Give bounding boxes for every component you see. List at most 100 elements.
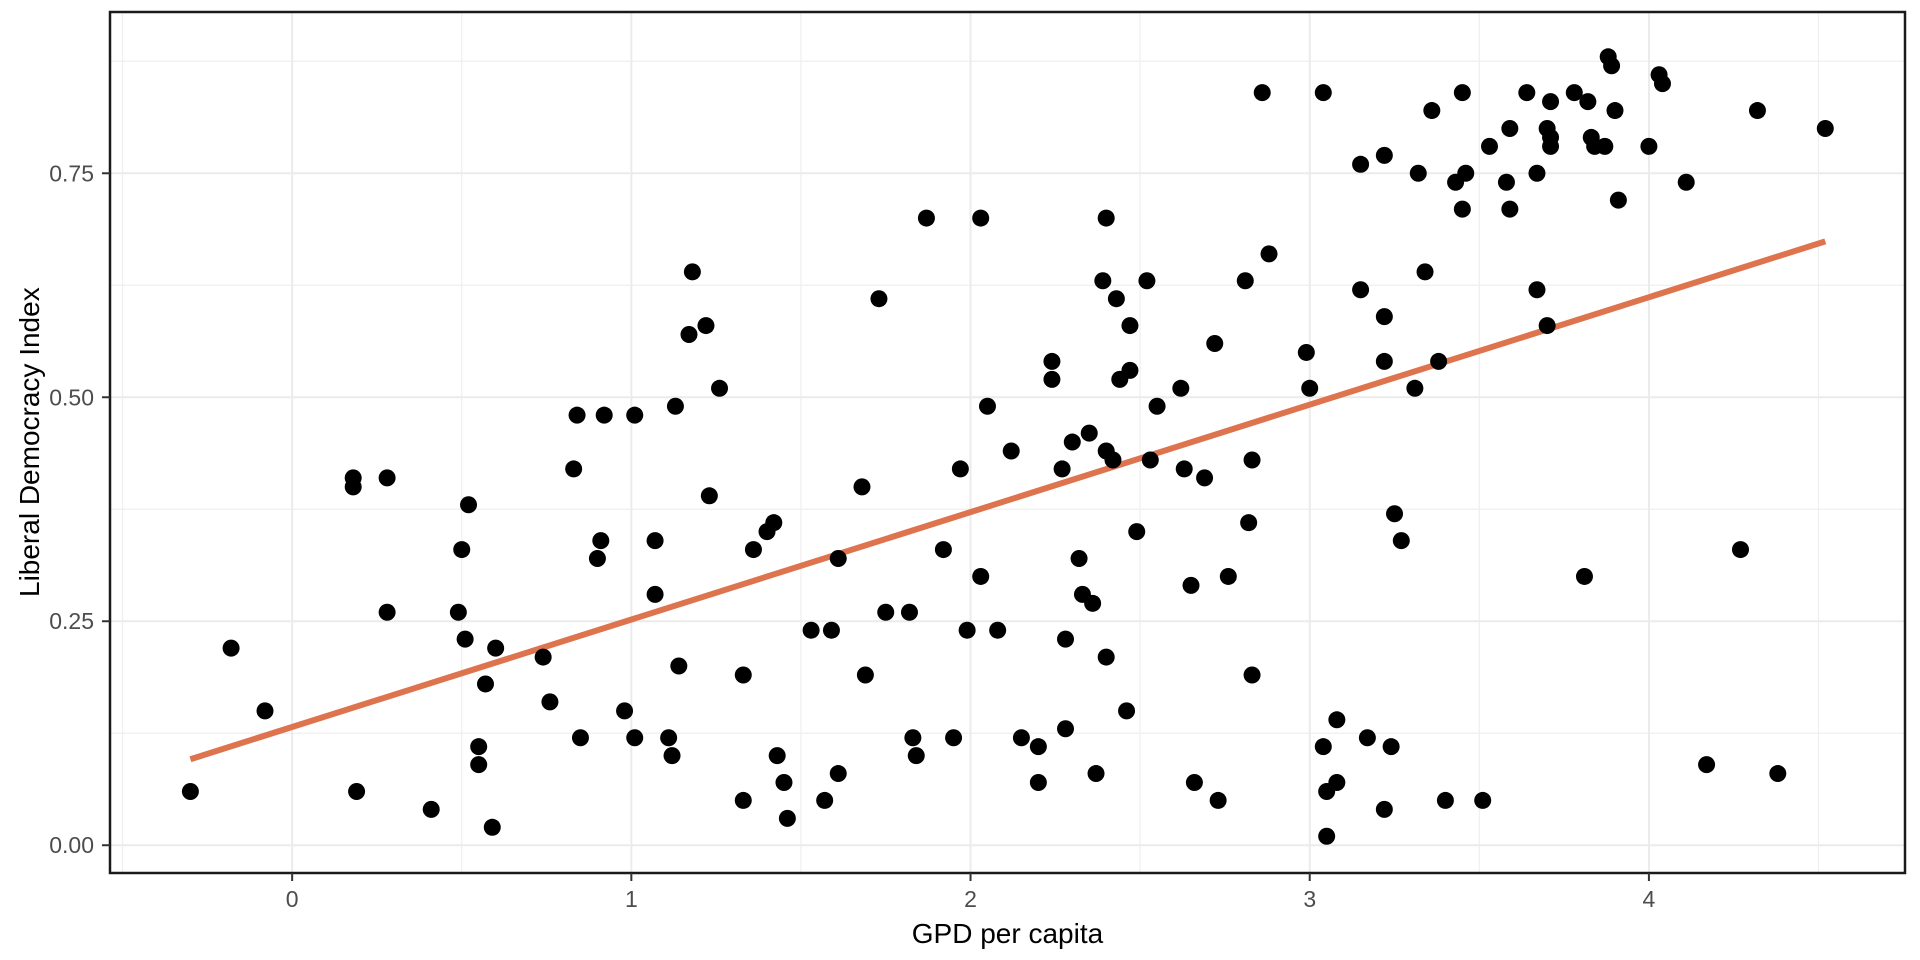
data-point <box>1097 209 1115 227</box>
data-point <box>1097 648 1115 666</box>
data-point <box>1111 370 1129 388</box>
data-point <box>1748 102 1766 120</box>
data-point <box>1070 550 1088 568</box>
data-point <box>972 567 990 585</box>
data-point <box>758 523 776 541</box>
data-point <box>1375 800 1393 818</box>
data-point <box>616 702 634 720</box>
data-point <box>460 496 478 514</box>
data-point <box>1382 738 1400 756</box>
data-point <box>1538 317 1556 335</box>
data-point <box>1480 137 1498 155</box>
data-point <box>778 809 796 827</box>
data-point <box>1029 774 1047 792</box>
data-point <box>1501 200 1519 218</box>
data-point <box>907 747 925 765</box>
data-point <box>1172 379 1190 397</box>
data-point <box>1148 397 1166 415</box>
data-point <box>951 460 969 478</box>
data-point <box>1453 84 1471 102</box>
data-point <box>1501 119 1519 137</box>
data-point <box>595 406 613 424</box>
data-point <box>476 675 494 693</box>
data-point <box>829 765 847 783</box>
data-point <box>1219 567 1237 585</box>
x-tick-label: 3 <box>1303 886 1316 912</box>
data-point <box>1121 317 1139 335</box>
data-point <box>1603 57 1621 75</box>
data-point <box>683 263 701 281</box>
data-point <box>1318 827 1336 845</box>
y-axis-title: Liberal Democracy Index <box>14 287 45 598</box>
data-point <box>1375 146 1393 164</box>
data-point <box>1260 245 1278 263</box>
data-point <box>1528 164 1546 182</box>
data-point <box>829 550 847 568</box>
data-point <box>1185 774 1203 792</box>
data-point <box>666 397 684 415</box>
data-point <box>1314 84 1332 102</box>
data-point <box>1053 460 1071 478</box>
data-point <box>1118 702 1136 720</box>
data-point <box>917 209 935 227</box>
data-point <box>1043 352 1061 370</box>
data-point <box>697 317 715 335</box>
data-point <box>1392 532 1410 550</box>
data-point <box>1423 102 1441 120</box>
data-point <box>1063 433 1081 451</box>
data-point <box>660 729 678 747</box>
data-point <box>1416 263 1434 281</box>
y-tick-label: 0.00 <box>49 832 94 858</box>
data-point <box>1328 711 1346 729</box>
data-point <box>978 397 996 415</box>
data-point <box>1138 272 1156 290</box>
data-point <box>449 603 467 621</box>
data-point <box>853 478 871 496</box>
data-point <box>1104 451 1122 469</box>
data-point <box>1518 84 1536 102</box>
data-point <box>1528 281 1546 299</box>
data-point <box>1375 308 1393 326</box>
data-point <box>1243 451 1261 469</box>
data-point <box>626 406 644 424</box>
data-point <box>1542 93 1560 111</box>
data-point <box>775 774 793 792</box>
data-point <box>1606 102 1624 120</box>
data-point <box>1253 84 1271 102</box>
data-point <box>646 532 664 550</box>
data-point <box>1575 567 1593 585</box>
data-point <box>1816 119 1834 137</box>
data-point <box>663 747 681 765</box>
data-point <box>822 621 840 639</box>
data-point <box>904 729 922 747</box>
data-point <box>958 621 976 639</box>
x-tick-label: 0 <box>286 886 299 912</box>
data-point <box>972 209 990 227</box>
data-point <box>1012 729 1030 747</box>
data-point <box>1057 720 1075 738</box>
data-point <box>1314 738 1332 756</box>
data-point <box>670 657 688 675</box>
data-point <box>877 603 895 621</box>
data-point <box>1358 729 1376 747</box>
data-point <box>1375 352 1393 370</box>
data-point <box>700 487 718 505</box>
data-point <box>1352 155 1370 173</box>
x-axis-title: GPD per capita <box>911 918 1104 949</box>
data-point <box>1094 272 1112 290</box>
data-point <box>1474 791 1492 809</box>
data-point <box>1206 334 1224 352</box>
data-point <box>453 541 471 559</box>
data-point <box>1436 791 1454 809</box>
data-point <box>934 541 952 559</box>
data-point <box>856 666 874 684</box>
data-point <box>1301 379 1319 397</box>
data-point <box>1596 137 1614 155</box>
data-point <box>945 729 963 747</box>
data-point <box>1243 666 1261 684</box>
data-point <box>711 379 729 397</box>
data-point <box>646 585 664 603</box>
data-point <box>1182 576 1200 594</box>
data-point <box>1698 756 1716 774</box>
